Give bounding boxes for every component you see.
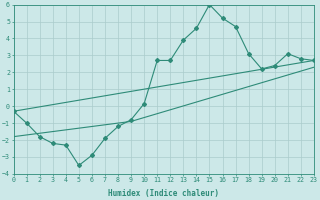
X-axis label: Humidex (Indice chaleur): Humidex (Indice chaleur) [108, 189, 219, 198]
